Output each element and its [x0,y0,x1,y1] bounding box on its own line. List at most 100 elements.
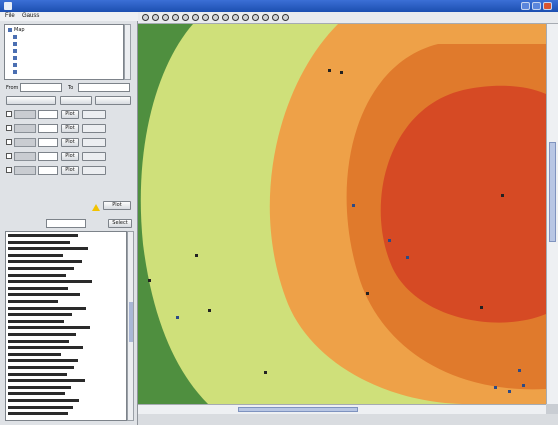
list-item[interactable] [8,326,90,332]
list-item[interactable] [8,306,86,313]
list-item[interactable] [8,372,67,379]
list-item[interactable] [8,352,61,359]
tree-item[interactable] [13,48,118,54]
zoom-out-icon[interactable] [152,14,159,21]
to-select[interactable] [78,83,130,92]
menu-file[interactable]: File [5,13,15,19]
gauge-checkbox[interactable] [6,139,12,145]
map-vscroll-thumb[interactable] [549,142,556,242]
plot-button[interactable]: Plot [103,201,131,210]
layer-icon [8,27,12,32]
forward-extent-icon[interactable] [192,14,199,21]
list-item[interactable] [8,412,68,418]
action-button-mid[interactable] [60,96,92,105]
gauge-plot-button[interactable]: Plot [61,138,79,147]
list-item[interactable] [8,319,64,326]
tree-item-root[interactable]: Map [8,27,118,33]
gauge-plot-button[interactable]: Plot [61,124,79,133]
tree-item[interactable] [13,62,118,68]
gauge-value[interactable] [38,138,58,147]
map-view[interactable] [138,24,546,404]
list-item[interactable] [8,234,78,240]
gauge-checkbox[interactable] [6,111,12,117]
refresh-icon[interactable] [242,14,249,21]
list-item[interactable] [8,379,85,385]
list-item[interactable] [8,267,74,273]
minimize-button[interactable] [521,2,530,10]
gauge-checkbox[interactable] [6,153,12,159]
gauge-value[interactable] [38,124,58,133]
list-item[interactable] [8,300,58,306]
list-item[interactable] [8,366,74,372]
list-item[interactable] [8,293,80,299]
gauge-plot-button[interactable]: Plot [61,152,79,161]
list-item[interactable] [8,253,63,260]
identify-icon[interactable] [202,14,209,21]
list-item[interactable] [8,359,78,365]
list-item[interactable] [8,247,88,253]
title-bar [0,0,558,12]
tree-item[interactable] [13,41,118,47]
gauge-checkbox[interactable] [6,167,12,173]
results-scrollbar[interactable] [127,231,134,421]
list-item[interactable] [8,392,65,398]
results-header: Select [6,219,134,229]
list-item-text-placeholder [8,366,74,369]
rain-contour-map[interactable] [138,24,546,404]
layer-icon[interactable] [262,14,269,21]
list-item[interactable] [8,286,68,293]
list-item[interactable] [8,313,72,319]
help-icon[interactable] [282,14,289,21]
list-item[interactable] [8,260,82,266]
map-hscroll-thumb[interactable] [238,407,358,412]
select-button[interactable]: Select [108,219,132,228]
action-button-left[interactable] [6,96,56,105]
gauge-plot-button[interactable]: Plot [61,110,79,119]
gauge-marker [522,384,525,387]
list-item[interactable] [8,385,71,392]
tree-scrollbar[interactable] [124,24,131,80]
tree-item-label: Map [14,27,25,33]
results-scroll-thumb[interactable] [129,302,133,342]
back-extent-icon[interactable] [182,14,189,21]
list-item[interactable] [8,405,73,412]
list-item-text-placeholder [8,333,76,336]
list-item[interactable] [8,273,66,280]
gauge-plot-button[interactable]: Plot [61,166,79,175]
full-extent-icon[interactable] [172,14,179,21]
pan-icon[interactable] [162,14,169,21]
list-item[interactable] [8,346,83,352]
tree-item[interactable] [13,34,118,40]
measure-icon[interactable] [222,14,229,21]
select-icon[interactable] [212,14,219,21]
list-item[interactable] [8,240,70,247]
tree-item[interactable] [13,69,118,75]
find-icon[interactable] [232,14,239,21]
tree-item[interactable] [13,55,118,61]
gauge-checkbox[interactable] [6,125,12,131]
zoom-in-icon[interactable] [142,14,149,21]
layer-icon [13,62,17,67]
maximize-button[interactable] [532,2,541,10]
settings-icon[interactable] [252,14,259,21]
gauge-value[interactable] [38,166,58,175]
map-vertical-scrollbar[interactable] [546,24,558,404]
list-item[interactable] [8,333,76,339]
warning-icon [92,204,100,211]
gauge-value[interactable] [38,110,58,119]
menu-gauss[interactable]: Gauss [22,13,40,19]
results-filter-select[interactable] [46,219,86,228]
gauge-marker [328,69,331,72]
gauge-marker [208,309,211,312]
list-item[interactable] [8,399,79,405]
action-button-right[interactable] [95,96,131,105]
map-horizontal-scrollbar[interactable] [138,404,546,414]
list-item[interactable] [8,280,92,286]
close-button[interactable] [543,2,552,10]
print-icon[interactable] [272,14,279,21]
gauge-value[interactable] [38,152,58,161]
from-select[interactable] [20,83,62,92]
layer-icon [13,34,17,39]
list-item-text-placeholder [8,319,64,323]
list-item[interactable] [8,339,69,346]
